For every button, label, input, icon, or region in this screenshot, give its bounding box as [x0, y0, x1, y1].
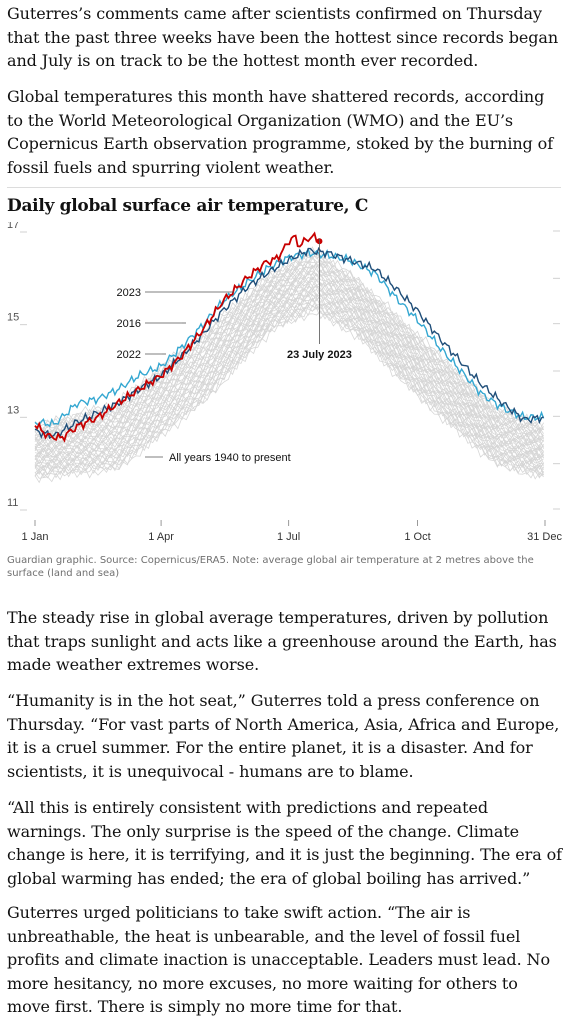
article-paragraph: Global temperatures this month have shat… [7, 87, 554, 177]
historical-year-line [34, 304, 544, 484]
historical-year-line [34, 251, 544, 439]
historical-year-line [34, 255, 544, 438]
chart-top-divider [7, 187, 561, 188]
date-annotation: 23 July 2023 [287, 349, 352, 361]
article-paragraph: Guterres’s comments came after scientist… [7, 4, 559, 70]
chart-source-caption: Guardian graphic. Source: Copernicus/ERA… [7, 555, 534, 579]
series-label: 2023 [117, 287, 141, 299]
historical-year-line [34, 296, 544, 474]
historical-year-line [34, 301, 544, 476]
article-paragraph: “All this is entirely consistent with pr… [7, 798, 562, 888]
historical-year-line [34, 279, 544, 456]
x-tick-label: 1 Oct [404, 531, 430, 543]
historical-year-line [34, 263, 544, 444]
y-tick-label: 13 [7, 404, 19, 416]
y-tick-label: 11 [7, 497, 18, 509]
chart-annotations: 2023 2016 2022 23 July 2023 All years 1940 t… [117, 238, 352, 464]
article-paragraph: The steady rise in global average temper… [7, 608, 557, 674]
series-label: 2022 [117, 349, 141, 361]
chart-axes: 11 13 15 17 1 Jan 1 Apr 1 Jul 1 Oct 31 Dec [7, 222, 562, 543]
series-line-2023 [34, 231, 319, 443]
historical-year-line [34, 297, 544, 477]
historical-year-line [34, 259, 544, 442]
series-lines [34, 231, 545, 443]
historical-year-line [34, 270, 544, 451]
y-tick-label: 17 [7, 222, 19, 231]
y-tick-label: 15 [7, 312, 19, 324]
x-tick-label: 1 Apr [148, 531, 174, 543]
historical-year-line [34, 249, 544, 432]
historical-year-line [34, 275, 544, 453]
x-tick-label: 1 Jul [277, 531, 300, 543]
series-line-2016 [34, 247, 545, 428]
x-tick-label: 1 Jan [22, 531, 49, 543]
historical-year-line [34, 291, 544, 471]
band-label: All years 1940 to present [169, 452, 291, 464]
series-label: 2016 [117, 318, 141, 330]
series-line-2022 [34, 246, 544, 440]
article-paragraph: “Humanity is in the hot seat,” Guterres … [7, 691, 560, 781]
historical-year-line [34, 297, 544, 476]
x-tick-label: 31 Dec [527, 531, 562, 543]
article-paragraph: Guterres urged politicians to take swift… [7, 903, 550, 1016]
chart-title: Daily global surface air temperature, C [7, 196, 369, 216]
all-years-band [34, 246, 544, 484]
historical-year-line [34, 283, 544, 459]
